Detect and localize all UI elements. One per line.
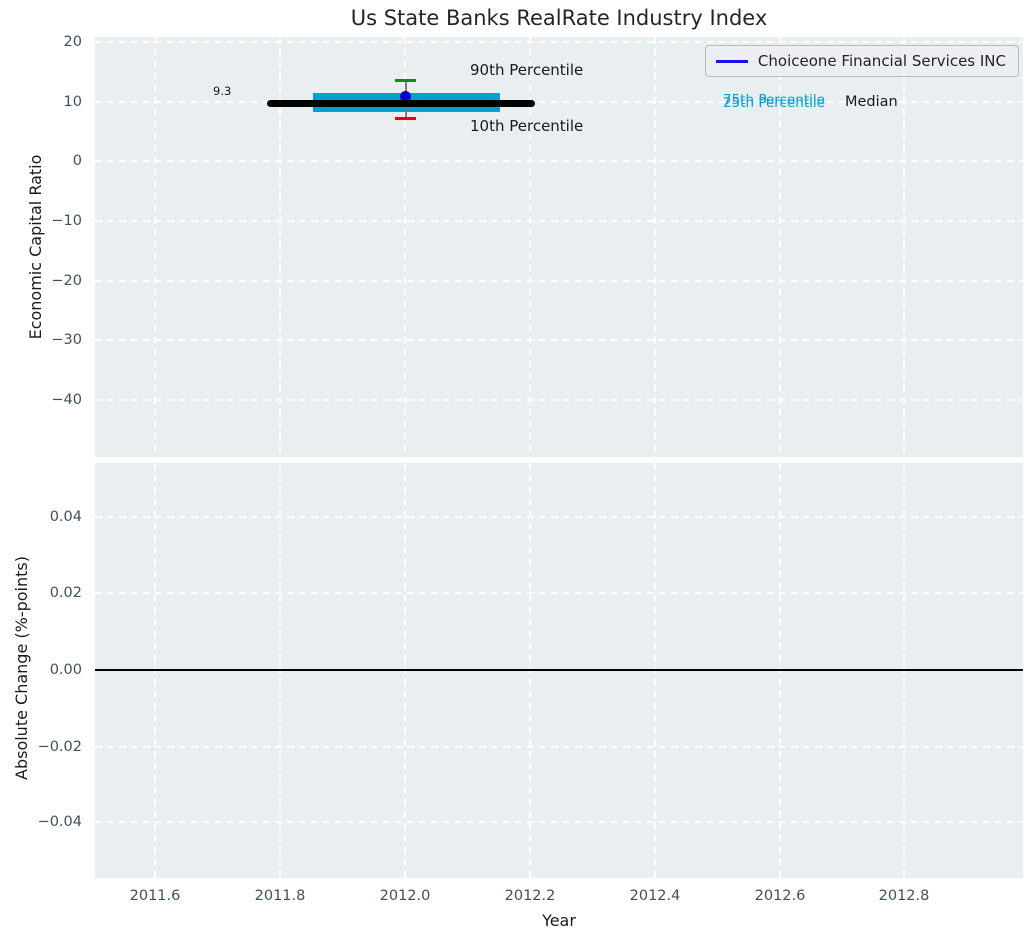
x-tick-label: 2011.6 xyxy=(129,888,181,904)
x-tick-label: 2012.2 xyxy=(504,888,556,904)
top-y-axis-label: Economic Capital Ratio xyxy=(26,154,45,340)
gridline-h xyxy=(95,592,1023,594)
percentile-10-cap xyxy=(395,117,416,120)
y-tick-label: 0.02 xyxy=(49,585,82,601)
value-annotation: 9.3 xyxy=(213,84,232,98)
gridline-v xyxy=(529,37,531,457)
gridline-h xyxy=(95,160,1023,162)
y-tick-label: 0 xyxy=(72,153,82,169)
y-tick-label: −40 xyxy=(51,392,82,408)
gridline-h xyxy=(95,101,1023,103)
legend-label: Choiceone Financial Services INC xyxy=(757,52,1006,70)
legend: Choiceone Financial Services INC xyxy=(704,45,1019,77)
gridline-h xyxy=(95,41,1023,43)
top-plot-area: 9.3 90th Percentile 10th Percentile 75th… xyxy=(95,37,1023,457)
gridline-h xyxy=(95,339,1023,341)
annotation-10th-percentile: 10th Percentile xyxy=(470,117,584,135)
bottom-plot-area xyxy=(95,463,1023,878)
y-tick-label: 0.04 xyxy=(49,509,82,525)
annotation-75th-percentile: 75th Percentile xyxy=(723,92,825,108)
gridline-v xyxy=(404,37,406,457)
y-tick-label: −10 xyxy=(51,213,82,229)
gridline-v xyxy=(654,37,656,457)
x-tick-label: 2012.6 xyxy=(754,888,806,904)
y-tick-label: 20 xyxy=(63,34,82,50)
y-tick-label: −20 xyxy=(51,273,82,289)
gridline-h xyxy=(95,516,1023,518)
gridline-h xyxy=(95,821,1023,823)
y-tick-label: −0.04 xyxy=(37,814,82,830)
x-axis-label: Year xyxy=(542,911,576,930)
zero-reference-line xyxy=(95,669,1023,671)
legend-line-sample xyxy=(715,59,748,63)
annotation-90th-percentile: 90th Percentile xyxy=(470,61,584,79)
y-tick-label: −0.02 xyxy=(37,739,82,755)
x-tick-label: 2012.8 xyxy=(878,888,930,904)
annotation-median: Median xyxy=(845,94,898,110)
median-line xyxy=(267,100,535,107)
gridline-v xyxy=(903,37,905,457)
gridline-v xyxy=(279,37,281,457)
gridline-v xyxy=(154,37,156,457)
percentile-90-cap xyxy=(395,79,416,82)
y-tick-label: −30 xyxy=(51,332,82,348)
x-tick-label: 2011.8 xyxy=(254,888,306,904)
gridline-v xyxy=(779,37,781,457)
gridline-h xyxy=(95,280,1023,282)
company-data-point xyxy=(400,91,411,102)
gridline-h xyxy=(95,220,1023,222)
y-tick-label: 10 xyxy=(63,94,82,110)
x-tick-label: 2012.0 xyxy=(379,888,431,904)
annotation-25th-percentile: 25th Percentile xyxy=(723,95,825,111)
chart-title: Us State Banks RealRate Industry Index xyxy=(350,6,768,30)
x-tick-label: 2012.4 xyxy=(629,888,681,904)
gridline-h xyxy=(95,399,1023,401)
y-tick-label: 0.00 xyxy=(49,662,82,678)
gridline-h xyxy=(95,746,1023,748)
bottom-y-axis-label: Absolute Change (%-points) xyxy=(12,556,31,780)
